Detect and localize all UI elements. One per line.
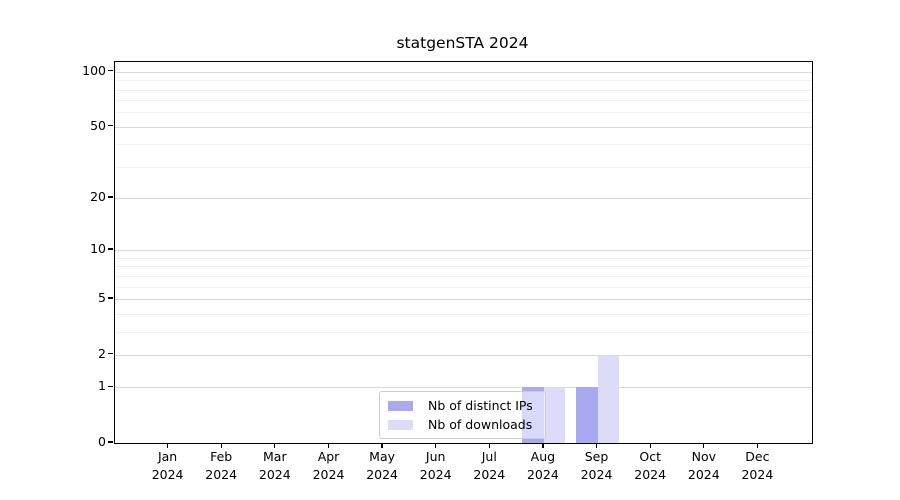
- gridline-minor: [115, 331, 812, 333]
- x-tick-year: 2024: [580, 466, 613, 482]
- x-tick-year: 2024: [419, 466, 452, 482]
- gridline-major: [115, 71, 812, 73]
- bar-downloads: [543, 387, 566, 443]
- y-tick-label: 20: [90, 189, 106, 205]
- gridline-major: [115, 250, 812, 252]
- gridline-minor: [115, 89, 812, 91]
- x-tick: [488, 443, 490, 448]
- gridline-major: [115, 198, 812, 200]
- x-tick-label: May 2024: [366, 448, 398, 483]
- gridline-minor: [115, 80, 812, 82]
- gridline-minor: [115, 144, 812, 146]
- x-tick-month: May: [369, 449, 396, 464]
- x-tick-year: 2024: [473, 466, 506, 482]
- x-tick-label: Jun 2024: [420, 448, 452, 483]
- gridline-minor: [115, 313, 812, 315]
- y-tick: [108, 248, 113, 250]
- x-tick-label: Oct 2024: [634, 448, 666, 483]
- x-tick-month: Feb: [210, 449, 233, 464]
- gridline-major: [115, 387, 812, 389]
- gridline-major: [115, 354, 812, 356]
- x-tick-year: 2024: [151, 466, 184, 482]
- x-tick-month: Jan: [157, 449, 178, 464]
- y-tick-label: 0: [98, 434, 106, 449]
- gridline-minor: [115, 266, 812, 268]
- x-tick: [435, 443, 437, 448]
- x-tick-label: Sep 2024: [581, 448, 613, 483]
- x-tick-year: 2024: [687, 466, 720, 482]
- x-tick-label: Jul 2024: [473, 448, 505, 483]
- x-tick-label: Dec 2024: [741, 448, 773, 483]
- gridline-major: [115, 126, 812, 128]
- x-tick: [756, 443, 759, 448]
- legend-item: Nb of distinct IPs: [388, 397, 537, 414]
- x-tick-label: Nov 2024: [688, 448, 720, 483]
- y-tick: [108, 70, 113, 72]
- x-tick-label: Aug 2024: [527, 448, 559, 483]
- x-tick-month: Jul: [481, 449, 497, 464]
- x-tick: [595, 443, 598, 448]
- y-tick: [108, 196, 113, 198]
- x-tick: [220, 443, 222, 448]
- legend-item: Nb of downloads: [388, 416, 537, 433]
- x-tick-label: Mar 2024: [259, 448, 291, 483]
- y-tick-label: 1: [98, 378, 106, 394]
- x-tick-year: 2024: [634, 466, 667, 482]
- x-tick-month: Sep: [584, 449, 609, 464]
- legend-swatch: [388, 400, 413, 411]
- gridline-minor: [115, 112, 812, 114]
- y-tick: [108, 441, 113, 443]
- bar-distinct-ips: [576, 387, 598, 443]
- legend-label: Nb of downloads: [428, 417, 533, 432]
- legend-swatch: [388, 419, 413, 430]
- x-tick-year: 2024: [312, 466, 345, 482]
- x-tick-year: 2024: [258, 466, 291, 482]
- gridline-minor: [115, 286, 812, 288]
- gridline-minor: [115, 257, 812, 259]
- y-tick-label: 50: [90, 117, 106, 133]
- x-tick: [703, 443, 705, 448]
- x-tick: [542, 443, 544, 448]
- gridline-minor: [115, 166, 812, 168]
- chart-title: statgenSTA 2024: [396, 34, 529, 52]
- gridline-major: [115, 298, 812, 300]
- x-tick-label: Jan 2024: [152, 448, 184, 483]
- x-tick-month: Mar: [263, 449, 287, 464]
- y-tick: [108, 125, 113, 127]
- gridline-minor: [115, 275, 812, 277]
- y-tick-label: 100: [82, 62, 106, 78]
- bar-downloads: [597, 354, 619, 443]
- gridline-minor: [115, 100, 812, 102]
- y-tick-label: 5: [98, 289, 106, 305]
- x-tick-month: Apr: [317, 449, 340, 464]
- x-tick-month: Oct: [639, 449, 661, 464]
- x-tick: [649, 443, 651, 448]
- x-tick-year: 2024: [205, 466, 238, 482]
- x-tick-month: Dec: [745, 449, 770, 464]
- x-tick: [327, 443, 330, 448]
- legend-label: Nb of distinct IPs: [428, 398, 533, 413]
- x-tick-month: Aug: [530, 449, 556, 464]
- plot-area: Nb of distinct IPs Nb of downloads: [114, 61, 813, 444]
- legend: Nb of distinct IPs Nb of downloads: [379, 391, 546, 439]
- x-tick-year: 2024: [741, 466, 774, 482]
- x-tick-year: 2024: [526, 466, 559, 482]
- x-tick: [274, 443, 276, 448]
- x-tick-label: Feb 2024: [205, 448, 237, 483]
- y-tick-label: 2: [98, 345, 106, 361]
- x-tick: [166, 443, 169, 448]
- x-tick-month: Jun: [425, 449, 446, 464]
- x-tick-label: Apr 2024: [313, 448, 345, 483]
- y-tick: [108, 297, 113, 299]
- x-tick-year: 2024: [366, 466, 398, 482]
- y-tick: [108, 352, 113, 355]
- y-tick-label: 10: [90, 241, 106, 257]
- x-tick-month: Nov: [691, 449, 716, 464]
- y-tick: [108, 385, 113, 387]
- x-tick: [381, 443, 383, 448]
